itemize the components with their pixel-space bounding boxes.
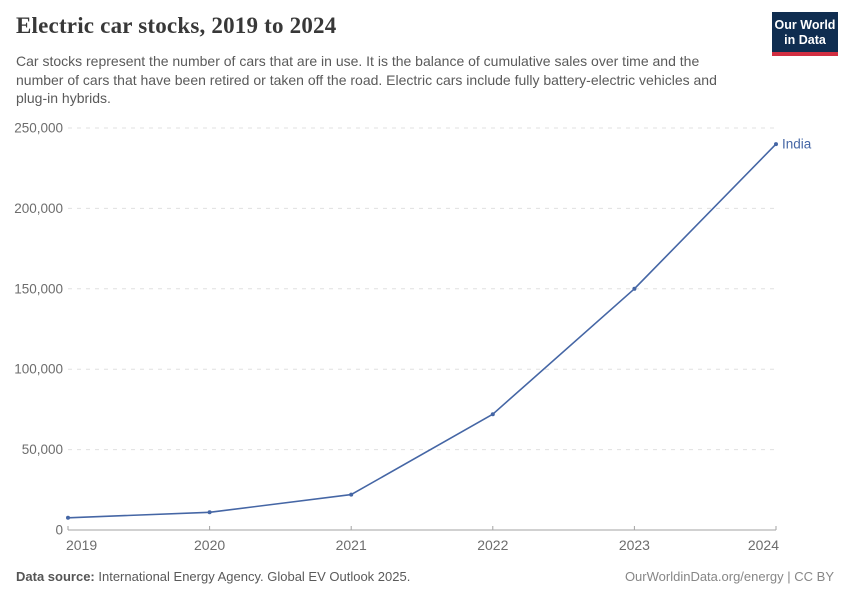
x-axis-tick-label: 2021 [336,537,367,553]
data-point-marker [66,515,70,520]
data-point-marker [490,412,495,417]
x-axis-tick-label: 2019 [66,537,97,553]
credit-link[interactable]: OurWorldinData.org/energy | CC BY [624,569,834,584]
data-point-marker [207,510,212,515]
y-axis-tick-label: 50,000 [22,442,63,457]
data-source-text: International Energy Agency. Global EV O… [94,569,411,584]
owid-logo-line1: Our World [774,18,836,32]
y-axis-tick-label: 0 [55,523,63,538]
data-point-marker [774,142,778,147]
x-axis-tick-label: 2024 [748,537,779,553]
chart-subtitle: Car stocks represent the number of cars … [16,53,717,106]
data-source: Data source: International Energy Agency… [16,569,410,584]
y-axis-tick-label: 150,000 [14,281,63,296]
x-axis-tick-label: 2023 [619,537,650,553]
chart-title: Electric car stocks, 2019 to 2024 [16,13,337,38]
y-axis-tick-label: 250,000 [14,121,63,136]
x-axis-tick-label: 2020 [194,537,225,553]
y-axis-tick-label: 200,000 [14,201,63,216]
series-end-label: India [782,137,812,152]
data-source-label: Data source: [16,569,95,584]
x-axis-tick-label: 2022 [477,537,508,553]
data-point-marker [349,492,354,497]
y-axis-tick-label: 100,000 [14,362,63,377]
owid-logo[interactable]: Our World in Data [772,12,838,56]
series-line [67,143,777,519]
owid-logo-line2: in Data [784,32,826,47]
data-point-marker [632,286,637,291]
